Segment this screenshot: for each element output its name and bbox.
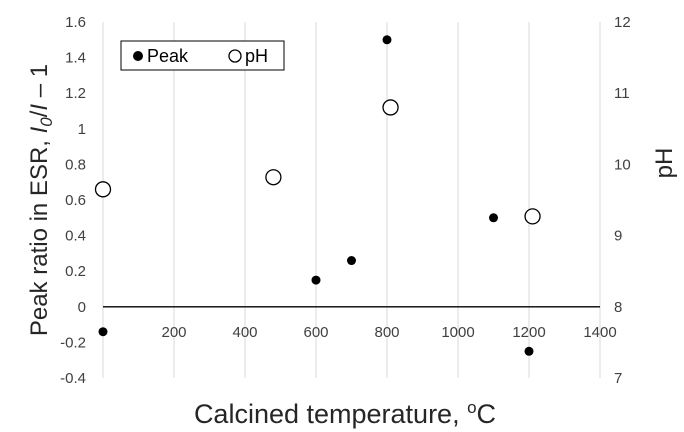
- x-axis-title: Calcined temperature, oC: [194, 398, 496, 429]
- y-left-tick-label: -0.4: [60, 370, 86, 387]
- axes: [102, 22, 601, 378]
- data-points: [94, 35, 541, 356]
- x-tick-label: 800: [374, 324, 399, 341]
- x-tick-label: 1200: [512, 324, 545, 341]
- y-left-tick-label: 1.2: [65, 85, 86, 102]
- legend-marker-peak: [133, 51, 143, 61]
- data-point-ph: [382, 99, 399, 116]
- y-left-tick-label: 0: [78, 299, 86, 316]
- y-left-tick-label: 0.4: [65, 228, 86, 245]
- tick-labels: 200 400 600 800 1000 1200 1400 -0.4 -0.2 0 0.2 0.4 0…: [60, 14, 631, 387]
- y-left-tick-label: 0.8: [65, 156, 86, 173]
- data-point-peak: [311, 275, 321, 285]
- y-right-tick-label: 8: [614, 299, 622, 316]
- x-tick-label: 400: [232, 324, 257, 341]
- y-right-tick-label: 10: [614, 156, 631, 173]
- data-point-peak: [489, 213, 498, 223]
- y-right-tick-label: 12: [614, 14, 631, 31]
- x-tick-label: 1000: [441, 324, 474, 341]
- legend-box: [120, 40, 285, 71]
- y-left-tick-label: 1.6: [65, 14, 86, 31]
- legend: Peak pH: [120, 40, 285, 71]
- legend-label-ph: pH: [245, 46, 268, 66]
- y-left-tick-label: 1.4: [65, 50, 86, 67]
- x-tick-label: 600: [303, 324, 328, 341]
- y-left-tick-label: 0.2: [65, 263, 86, 280]
- y-left-tick-label: 1: [78, 121, 86, 138]
- y-axis-left-title: Peak ratio in ESR, I0/I – 1: [26, 64, 56, 336]
- y-left-tick-label: -0.2: [60, 334, 86, 351]
- y-right-tick-label: 11: [614, 85, 630, 102]
- x-tick-label: 1400: [583, 324, 616, 341]
- y-axis-right-title: pH: [651, 148, 678, 179]
- data-point-ph: [265, 169, 282, 186]
- legend-label-peak: Peak: [147, 46, 189, 66]
- y-left-tick-label: 0.6: [65, 192, 86, 209]
- plot-area: [103, 22, 600, 378]
- data-point-peak: [98, 327, 108, 337]
- data-point-peak: [382, 35, 392, 45]
- y-right-tick-label: 7: [614, 370, 622, 387]
- y-right-tick-label: 9: [614, 228, 622, 245]
- x-tick-label: 200: [161, 324, 186, 341]
- legend-marker-ph: [228, 49, 242, 63]
- data-point-ph: [524, 208, 541, 225]
- data-point-ph: [94, 181, 112, 198]
- data-point-peak: [524, 346, 534, 356]
- data-point-peak: [347, 256, 356, 266]
